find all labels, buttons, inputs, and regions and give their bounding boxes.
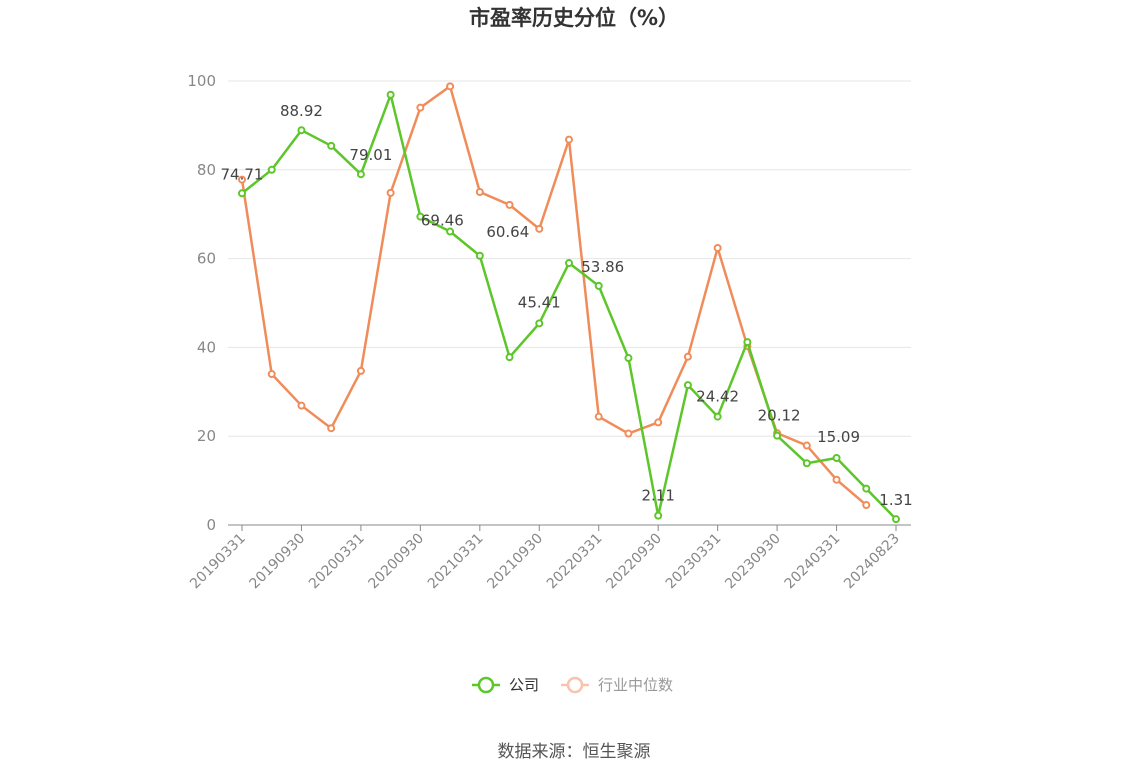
x-tick-label: 20210331 [425,531,487,593]
x-tick-label: 20210930 [484,531,546,593]
x-tick-label: 20240823 [841,531,903,593]
data-point [862,484,871,493]
data-label: 69.46 [421,212,464,230]
data-point [356,170,365,179]
data-label: 53.86 [581,258,624,276]
x-tick-label: 20240331 [782,531,844,593]
legend-label: 公司 [509,676,539,694]
data-point [832,454,841,463]
data-label: 45.41 [518,293,561,311]
data-point [238,175,246,184]
data-point [624,354,633,363]
data-point [356,366,365,375]
legend-marker [477,676,495,694]
data-point [238,189,246,198]
data-point [475,251,484,260]
y-tick-label: 0 [206,516,216,534]
data-label: 74.71 [221,165,264,183]
x-tick-label: 20230930 [722,531,784,593]
data-point [505,200,514,209]
data-point [802,441,811,450]
legend-label: 行业中位数 [598,676,673,694]
x-tick-label: 20220331 [544,531,606,593]
data-point [386,188,395,197]
data-labels: 74.71 88.92 79.01 69.46 60.64 45.41 53.86 2.11 2… [221,102,913,509]
x-tick-label: 20190930 [247,531,309,593]
y-tick-label: 20 [197,427,216,445]
data-point [802,459,811,468]
y-tick-label: 40 [197,338,216,356]
data-point [475,188,484,196]
legend-item-company[interactable]: 公司 [472,676,539,694]
data-point [654,418,663,427]
data-point [892,515,900,524]
data-label: 24.42 [696,388,739,406]
x-tick-label: 20190331 [187,531,249,593]
data-point [297,126,306,135]
data-point [773,431,782,440]
data-point [683,381,692,390]
legend-marker [566,676,584,694]
legend[interactable]: 公司 行业中位数 [472,676,673,694]
data-point [713,412,722,421]
data-point [624,429,633,438]
data-point [743,338,752,347]
y-tick-label: 60 [197,250,216,268]
data-label: 20.12 [758,407,801,425]
data-point [386,90,395,99]
x-tick-label: 20200930 [365,531,427,593]
data-point [327,141,336,150]
data-label: 15.09 [817,428,860,446]
axes: 0 20 40 60 80 100 2019033120190930202003312020… [187,72,911,592]
data-point [862,501,871,510]
x-tick-label: 20220930 [603,531,665,593]
data-label: 60.64 [486,223,529,241]
data-label: 1.31 [879,491,912,509]
data-point [446,82,455,91]
data-point [297,401,306,410]
series-line [241,93,897,521]
data-point [267,165,276,174]
chart-title: 市盈率历史分位（%） [469,6,679,30]
data-point [654,511,663,520]
data-point [713,243,722,252]
y-tick-label: 100 [187,72,216,90]
data-label: 88.92 [280,102,323,120]
data-label: 2.11 [641,487,674,505]
data-point [535,319,544,328]
data-point [416,212,425,221]
x-tick-label: 20230331 [663,531,725,593]
data-point [683,352,692,361]
data-point [267,370,276,379]
y-tick-label: 80 [197,161,216,179]
data-point [505,353,514,362]
data-label: 79.01 [349,146,392,164]
data-point [832,475,841,484]
data-point [565,135,573,144]
data-point [565,259,573,268]
data-source: 数据来源：恒生聚源 [498,742,651,762]
data-point [594,412,603,421]
legend-item-industry-median[interactable]: 行业中位数 [561,676,673,694]
data-point [446,227,455,236]
series-layer [238,82,900,524]
data-point [535,224,544,233]
series-company [238,90,900,524]
data-point [416,103,425,112]
data-point [327,424,336,433]
data-point [594,281,603,290]
grid [228,80,911,437]
x-tick-label: 20200331 [306,531,368,593]
